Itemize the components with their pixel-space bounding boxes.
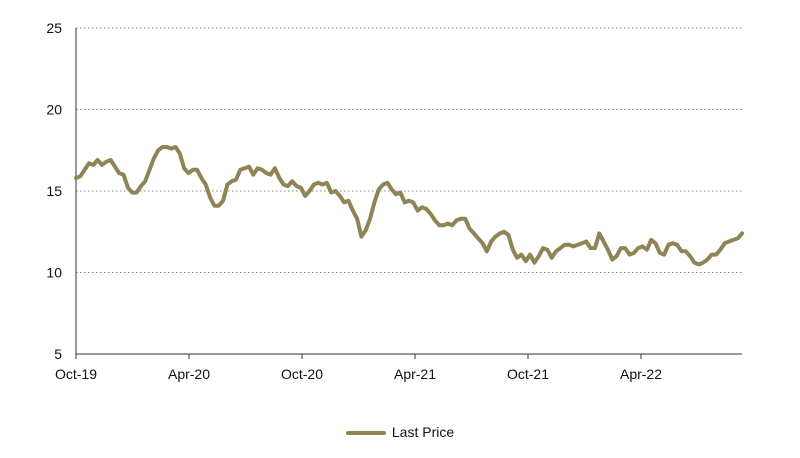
series-line-last-price: [74, 145, 744, 267]
x-tick-label: Apr-21: [394, 366, 436, 382]
legend: Last Price: [0, 424, 800, 440]
y-tick-label: 10: [46, 265, 62, 281]
y-tick-label: 20: [46, 102, 62, 118]
axes: [75, 28, 742, 359]
x-tick-labels: Oct-19 Apr-20 Oct-20 Apr-21 Oct-21 Apr-22: [55, 366, 662, 382]
x-tick-label: Oct-20: [281, 366, 323, 382]
x-tick-label: Oct-19: [55, 366, 97, 382]
x-tick-label: Apr-20: [168, 366, 210, 382]
series-layer: [74, 145, 744, 267]
y-tick-label: 15: [46, 183, 62, 199]
legend-label: Last Price: [391, 424, 455, 440]
legend-swatch: [345, 431, 386, 436]
x-tick-label: Apr-22: [620, 366, 662, 382]
y-tick-label: 5: [54, 346, 62, 362]
x-tick-label: Oct-21: [507, 366, 549, 382]
grid-lines: [76, 27, 742, 273]
y-tick-labels: 5 10 15 20 25: [46, 20, 62, 362]
y-tick-label: 25: [46, 20, 62, 36]
